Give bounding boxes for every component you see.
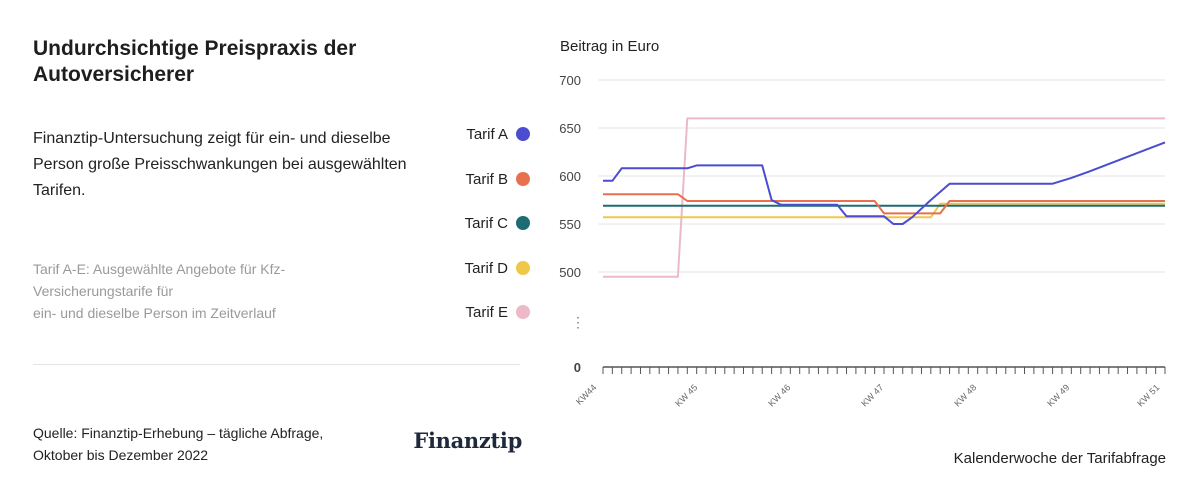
- x-tick-label: KW 45: [673, 382, 699, 408]
- legend-label: Tarif D: [464, 259, 508, 277]
- tariff-note: Tarif A-E: Ausgewählte Angebote für Kfz-…: [33, 258, 363, 324]
- tariff-note-line: Versicherungstarife für: [33, 283, 174, 299]
- source-line: Quelle: Finanztip-Erhebung – tägliche Ab…: [33, 425, 324, 441]
- legend-item-tarif-d: Tarif D: [465, 256, 530, 280]
- x-tick-label: KW 46: [766, 382, 792, 408]
- legend-swatch: [516, 172, 530, 186]
- series-line-tarif-a: [603, 141, 1166, 225]
- y-tick-label: 500: [559, 265, 581, 280]
- legend-label: Tarif B: [465, 170, 508, 188]
- x-tick-label: KW 51: [1135, 382, 1161, 408]
- divider: [33, 364, 520, 365]
- legend-item-tarif-c: Tarif C: [465, 211, 530, 235]
- chart-subtitle: Finanztip-Untersuchung zeigt für ein- un…: [33, 130, 407, 199]
- legend-item-tarif-b: Tarif B: [465, 167, 530, 191]
- x-tick-label: KW44: [574, 382, 598, 406]
- x-tick-label: KW 49: [1045, 382, 1071, 408]
- series-line-tarif-b: [603, 193, 1165, 215]
- legend-label: Tarif A: [466, 125, 508, 143]
- chart-title: Undurchsichtige Preispraxis der Autovers…: [33, 37, 357, 86]
- tariff-note-line: ein- und dieselbe Person im Zeitverlauf: [33, 305, 276, 321]
- y-tick-label: 700: [559, 73, 581, 88]
- series-line-tarif-e: [603, 117, 1165, 278]
- legend-swatch: [516, 216, 530, 230]
- legend-swatch: [516, 127, 530, 141]
- legend-item-tarif-e: Tarif E: [465, 300, 530, 324]
- x-tick-label: KW 47: [859, 382, 885, 408]
- x-tick-label: KW 48: [952, 382, 978, 408]
- finanztip-logo: Finanztip: [413, 428, 522, 453]
- source-line: Oktober bis Dezember 2022: [33, 447, 209, 463]
- tariff-note-line: Tarif A-E: Ausgewählte Angebote für Kfz-: [33, 261, 286, 277]
- y-tick-label: 0: [574, 360, 581, 375]
- y-tick-label: 550: [559, 217, 581, 232]
- y-tick-label: 600: [559, 169, 581, 184]
- legend-item-tarif-a: Tarif A: [466, 122, 530, 146]
- y-tick-label: 650: [559, 121, 581, 136]
- axis-break: ⋮: [571, 314, 585, 330]
- legend-swatch: [516, 261, 530, 275]
- legend-swatch: [516, 305, 530, 319]
- series-line-tarif-d: [603, 202, 1165, 219]
- legend-label: Tarif C: [464, 214, 508, 232]
- y-axis-title: Beitrag in Euro: [560, 38, 659, 55]
- legend-label: Tarif E: [465, 303, 508, 321]
- x-axis-title: Kalenderwoche der Tarifabfrage: [954, 450, 1166, 467]
- source-note: Quelle: Finanztip-Erhebung – tägliche Ab…: [33, 422, 373, 466]
